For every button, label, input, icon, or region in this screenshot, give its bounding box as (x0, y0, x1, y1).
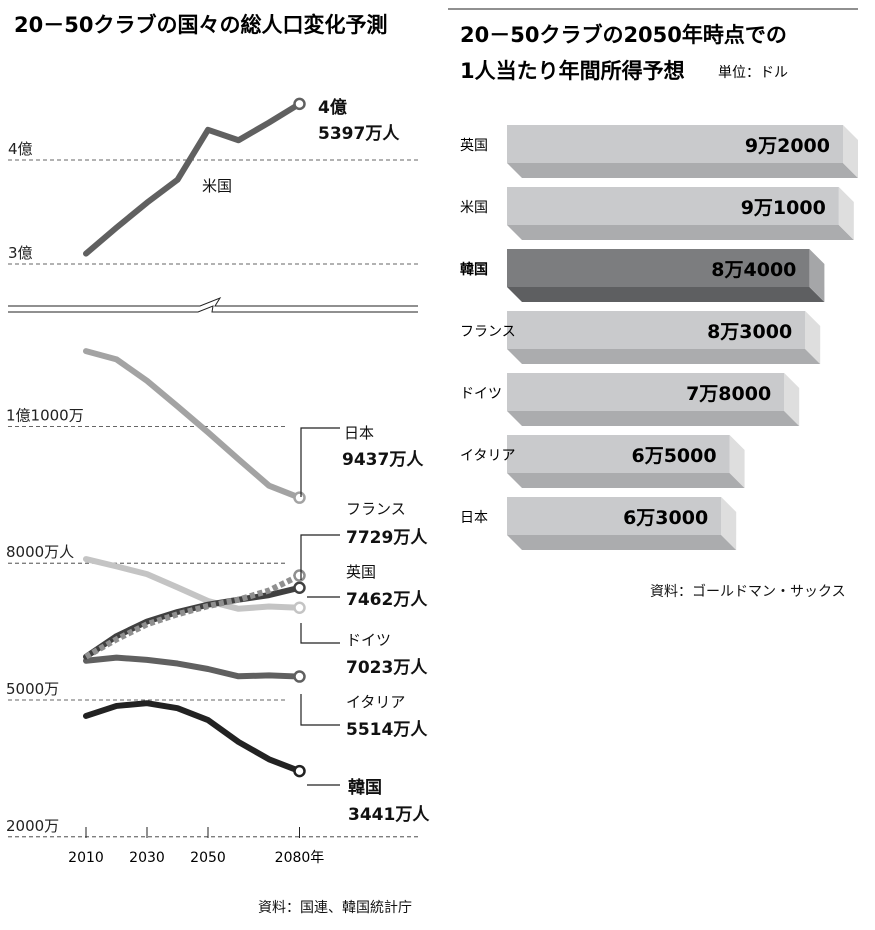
x-axis: 2010 2030 2050 2080年 (68, 827, 324, 866)
axis-break (8, 296, 418, 313)
bar-value-label: 6万5000 (631, 445, 716, 467)
us-end-label-line2: 5397万人 (318, 124, 400, 144)
bar-face (507, 311, 806, 349)
bar: 日本 6万3000 (460, 497, 737, 550)
bar-face (507, 373, 785, 411)
bar-category-label: イタリア (460, 448, 515, 464)
us-end-marker (293, 97, 306, 111)
bar-face (507, 125, 843, 163)
korea-line (83, 700, 303, 775)
bar: 米国 9万1000 (460, 187, 854, 240)
bar-face (507, 249, 810, 287)
bar-shade (507, 535, 737, 550)
germany-line (83, 556, 303, 612)
bar-shade (507, 411, 800, 426)
bar-category-label: フランス (460, 324, 516, 340)
bar: 韓国 8万4000 (460, 249, 825, 302)
bar-shade (507, 225, 854, 240)
bar-value-label: 6万3000 (623, 507, 708, 529)
bar-group: 英国 9万2000 米国 9万1000 韓国 8万4000 フランス 8万3000 ドイツ 7万8… (460, 125, 858, 550)
bar-side (721, 497, 737, 550)
france-line (84, 572, 301, 660)
japan-line (83, 348, 303, 501)
upper-gridlines: 4億 3億 (8, 140, 418, 265)
bar-side (809, 249, 825, 302)
lower-gridlines: 1億1000万 8000万人 5000万 2000万 (6, 406, 418, 838)
bar-shade (507, 287, 825, 302)
bar-value-label: 9万2000 (745, 135, 830, 157)
bar-value-label: 8万4000 (711, 259, 796, 281)
y-tick-label: 1億1000万 (6, 406, 84, 424)
us-series-label: 米国 (202, 177, 232, 195)
y-tick-label: 2000万 (6, 817, 59, 835)
bar-side (838, 187, 854, 240)
line-chart-source: 資料：国連、韓国統計庁 (258, 900, 412, 916)
germany-end-marker (293, 601, 306, 615)
korea-end-marker (293, 764, 306, 778)
uk-end-marker (293, 581, 306, 594)
y-tick-label: 5000万 (6, 680, 59, 698)
bar: フランス 8万3000 (460, 311, 821, 364)
italy-line (83, 654, 303, 680)
france-value: 7729万人 (346, 528, 428, 548)
bar: 英国 9万2000 (460, 125, 858, 178)
bar-face (507, 187, 839, 225)
bar-side (805, 311, 821, 364)
y-tick-label: 4億 (8, 140, 33, 158)
uk-value: 7462万人 (346, 590, 428, 610)
bar-shade (507, 163, 858, 178)
bar-value-label: 7万8000 (686, 383, 771, 405)
bar: イタリア 6万5000 (460, 435, 745, 488)
korea-value: 3441万人 (348, 805, 430, 825)
bar-chart-title-line2: 1人当たり年間所得予想 (460, 59, 685, 83)
bar-chart-unit: 単位：ドル (718, 65, 788, 81)
y-tick-label: 8000万人 (6, 543, 74, 561)
us-line (83, 100, 303, 257)
line-series-group (83, 97, 306, 778)
germany-label: ドイツ (346, 631, 391, 649)
bar-chart-title-line1: 20－50クラブの2050年時点での (460, 23, 787, 47)
bar-face (507, 497, 722, 535)
italy-value: 5514万人 (346, 720, 428, 740)
japan-label: 日本 (344, 424, 374, 442)
bar-face (507, 435, 730, 473)
bar-chart-source: 資料：ゴールドマン・サックス (650, 583, 846, 600)
x-tick-label: 2050 (190, 850, 226, 866)
korea-label: 韓国 (348, 777, 382, 798)
us-end-label-line1: 4億 (318, 97, 347, 118)
bar: ドイツ 7万8000 (460, 373, 800, 426)
bar-side (784, 373, 800, 426)
france-end-marker (293, 569, 306, 582)
italy-end-marker (293, 670, 306, 683)
x-tick-label: 2030 (129, 850, 165, 866)
x-tick-label: 2010 (68, 850, 104, 866)
bar-category-label: ドイツ (460, 386, 502, 402)
japan-value: 9437万人 (342, 450, 424, 470)
bar-value-label: 8万3000 (707, 321, 792, 343)
bar-value-label: 9万1000 (741, 197, 826, 219)
x-tick-label: 2080年 (275, 850, 325, 866)
france-label: フランス (346, 500, 406, 518)
bar-category-label: 韓国 (460, 261, 488, 278)
bar-side (729, 435, 745, 488)
y-tick-label: 3億 (8, 244, 33, 262)
italy-label: イタリア (346, 693, 405, 711)
bar-shade (507, 349, 821, 364)
bar-category-label: 米国 (460, 200, 488, 216)
bar-side (843, 125, 858, 178)
germany-value: 7023万人 (346, 658, 428, 678)
line-chart-title: 20－50クラブの国々の総人口変化予測 (14, 13, 387, 37)
bar-category-label: 英国 (460, 137, 488, 154)
bar-shade (507, 473, 745, 488)
label-connectors (300, 427, 340, 786)
japan-end-marker (293, 491, 306, 504)
uk-label: 英国 (346, 563, 376, 581)
bar-category-label: 日本 (460, 510, 488, 526)
uk-line (83, 584, 303, 660)
